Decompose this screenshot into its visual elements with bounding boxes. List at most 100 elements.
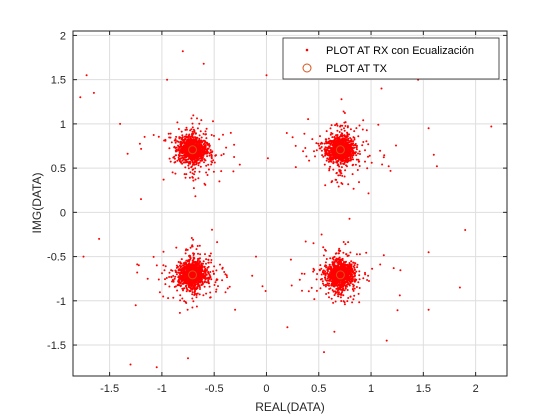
rx-point [325, 138, 328, 141]
rx-point [175, 135, 178, 138]
rx-point [186, 144, 189, 147]
rx-point [188, 176, 191, 179]
rx-point [366, 167, 369, 170]
rx-point [92, 91, 95, 94]
x-tick-label: -0.5 [205, 383, 224, 395]
rx-point [175, 149, 178, 152]
rx-point [205, 152, 208, 155]
rx-point [286, 326, 289, 329]
rx-point [181, 50, 184, 53]
rx-point [197, 162, 200, 165]
rx-point [337, 163, 340, 166]
rx-point [196, 268, 199, 271]
rx-point [328, 169, 331, 172]
rx-point [191, 306, 194, 309]
rx-point [353, 294, 356, 297]
rx-point [358, 274, 361, 277]
rx-point [347, 297, 350, 299]
rx-point [325, 283, 328, 286]
rx-point [340, 271, 342, 274]
rx-point [203, 146, 206, 149]
rx-point [322, 271, 325, 274]
rx-point [199, 159, 202, 162]
rx-point [205, 133, 207, 136]
rx-point [387, 165, 390, 168]
rx-point [327, 137, 330, 140]
rx-point [171, 171, 174, 174]
rx-point [334, 300, 337, 303]
rx-point [326, 146, 328, 149]
tx-point [188, 270, 198, 280]
rx-point [330, 140, 333, 143]
rx-point [187, 153, 190, 156]
rx-point [222, 153, 225, 155]
rx-point [350, 274, 353, 277]
rx-point [193, 291, 196, 294]
rx-point [180, 271, 183, 274]
rx-point [321, 154, 324, 157]
rx-point [352, 265, 355, 268]
rx-point [193, 285, 196, 288]
rx-point [189, 290, 192, 292]
rx-point [464, 229, 467, 231]
rx-point [355, 146, 358, 149]
rx-point [193, 257, 196, 260]
y-tick-label: -1 [56, 296, 66, 308]
rx-point [339, 162, 342, 165]
rx-point [367, 192, 370, 195]
rx-point [215, 288, 218, 291]
rx-point [345, 149, 348, 151]
rx-point [347, 183, 350, 186]
rx-point [168, 157, 171, 160]
rx-point [365, 251, 368, 254]
rx-point [355, 127, 358, 130]
rx-point [191, 140, 194, 143]
rx-point [204, 280, 206, 283]
rx-point [180, 130, 183, 133]
rx-point [343, 139, 346, 142]
rx-point [331, 261, 334, 264]
rx-point [335, 171, 338, 174]
rx-point [177, 144, 179, 147]
rx-point [341, 174, 344, 177]
tx-point [335, 145, 345, 155]
rx-point [177, 148, 180, 151]
rx-point [334, 258, 337, 261]
rx-point [193, 252, 196, 255]
rx-point [368, 280, 370, 282]
rx-point [179, 160, 181, 163]
rx-point [196, 277, 198, 280]
rx-point [355, 253, 358, 256]
rx-point [338, 170, 341, 173]
rx-point [182, 264, 185, 267]
rx-point [191, 245, 194, 248]
rx-point [338, 131, 341, 133]
rx-point [198, 286, 201, 289]
rx-point [194, 283, 197, 286]
rx-point [346, 143, 349, 146]
rx-point [179, 150, 182, 153]
rx-point [185, 302, 188, 304]
rx-point [338, 165, 341, 168]
rx-point [332, 267, 335, 270]
rx-point [189, 171, 192, 174]
rx-point [204, 278, 207, 281]
rx-point [336, 161, 339, 164]
rx-point [348, 133, 351, 136]
rx-point [329, 165, 332, 168]
rx-point [334, 269, 336, 272]
rx-point [196, 153, 199, 156]
rx-point [332, 155, 335, 158]
rx-point [205, 171, 208, 174]
rx-point [192, 132, 194, 135]
rx-point [204, 183, 207, 186]
rx-point [326, 269, 329, 272]
rx-point [330, 275, 333, 278]
rx-point [322, 155, 325, 158]
rx-point [355, 148, 358, 151]
rx-point [199, 270, 202, 273]
rx-point [330, 132, 333, 134]
rx-point [192, 179, 195, 182]
rx-point [220, 170, 223, 173]
rx-point [357, 158, 360, 161]
